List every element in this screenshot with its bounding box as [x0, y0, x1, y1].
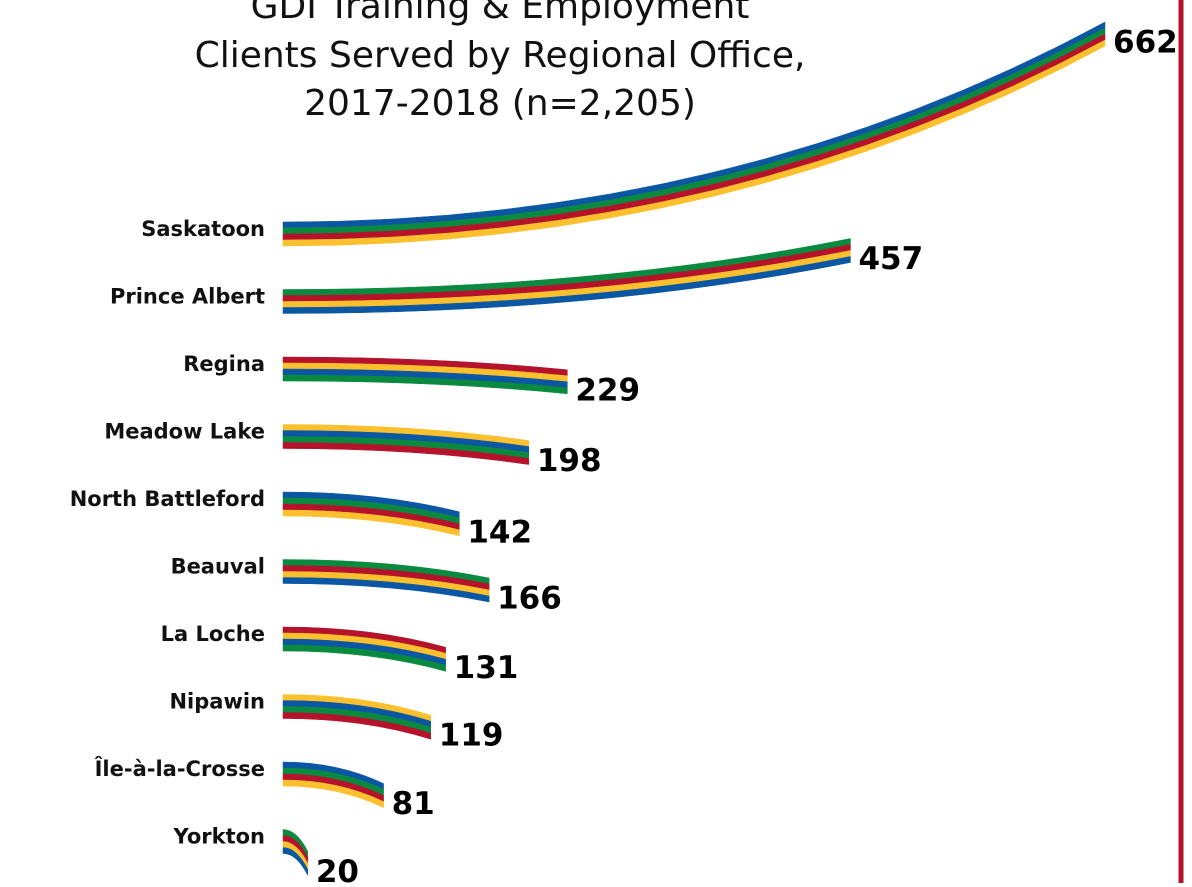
- category-label: Beauval: [171, 555, 265, 579]
- value-label: 166: [497, 580, 562, 616]
- bar: [282, 694, 432, 740]
- value-label: 20: [316, 854, 359, 883]
- bar: [282, 761, 384, 808]
- chart-title: Clients Served by Regional Office,: [195, 35, 806, 76]
- bar: [282, 356, 568, 395]
- category-label: Nipawin: [169, 690, 265, 714]
- bar-stripe: [282, 509, 460, 537]
- value-label: 131: [454, 650, 519, 686]
- bar-stripe: [282, 256, 851, 314]
- bar-stripe: [282, 779, 384, 808]
- bar: [282, 559, 490, 603]
- bar-stripe: [282, 712, 432, 740]
- bar: [282, 829, 309, 876]
- value-label: 457: [858, 241, 923, 277]
- bar: [282, 491, 460, 537]
- category-label: La Loche: [161, 622, 265, 646]
- category-label: North Battleford: [70, 487, 265, 511]
- chart-title: 2017-2018 (n=2,205): [304, 83, 696, 124]
- value-label: 662: [1113, 25, 1178, 61]
- category-label: Île-à-la-Crosse: [95, 756, 265, 781]
- bar-stripe: [282, 577, 490, 603]
- value-label: 142: [467, 514, 532, 550]
- bar-stripe: [282, 442, 530, 465]
- category-label: Prince Albert: [110, 285, 265, 309]
- bar-stripe: [282, 644, 446, 672]
- chart-title: GDI Training & Employment: [251, 0, 750, 27]
- bar: [282, 238, 851, 314]
- bar: [282, 626, 446, 672]
- category-label: Yorkton: [173, 825, 265, 849]
- bar-stripe: [282, 847, 309, 876]
- value-label: 198: [537, 443, 602, 479]
- bar: [282, 424, 530, 465]
- bar-stripe: [282, 374, 568, 395]
- bar-stripe: [282, 39, 1106, 247]
- value-label: 81: [392, 786, 435, 822]
- bar: [282, 21, 1106, 247]
- category-label: Meadow Lake: [104, 420, 265, 444]
- value-label: 229: [575, 372, 640, 408]
- category-label: Regina: [183, 352, 265, 376]
- value-label: 119: [439, 718, 504, 754]
- category-label: Saskatoon: [141, 217, 265, 241]
